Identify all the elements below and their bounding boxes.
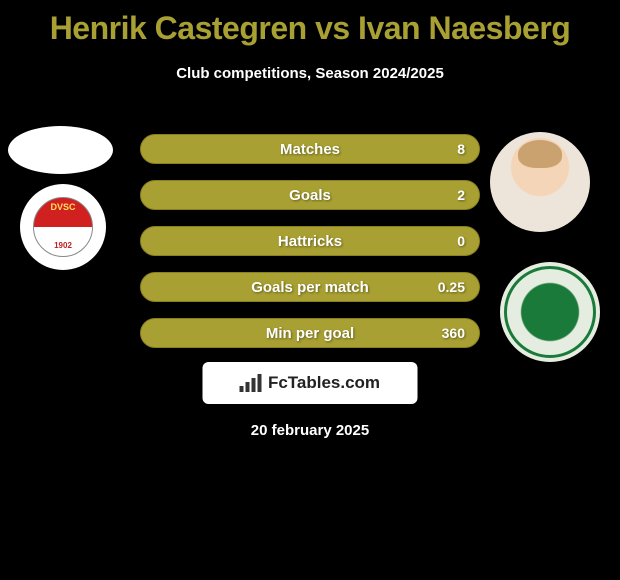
stat-row-goals-per-match: Goals per match 0.25: [140, 272, 480, 302]
stat-label: Goals per match: [141, 279, 479, 296]
club-left-year: 1902: [54, 241, 72, 250]
stat-right-value: 0.25: [438, 279, 465, 295]
stat-label: Goals: [141, 187, 479, 204]
player-left-avatar: [8, 126, 113, 174]
club-left-badge: DVSC 1902: [20, 184, 106, 270]
brand-label: FcTables.com: [268, 373, 380, 393]
player-right-avatar: [490, 132, 590, 232]
club-left-abbrev: DVSC: [50, 202, 75, 212]
stat-label: Hattricks: [141, 233, 479, 250]
stat-right-value: 8: [457, 141, 465, 157]
stat-row-hattricks: Hattricks 0: [140, 226, 480, 256]
stat-right-value: 2: [457, 187, 465, 203]
stat-label: Matches: [141, 141, 479, 158]
brand-box[interactable]: FcTables.com: [203, 362, 418, 404]
stat-row-min-per-goal: Min per goal 360: [140, 318, 480, 348]
page-subtitle: Club competitions, Season 2024/2025: [0, 65, 620, 82]
chart-bars-icon: [240, 374, 262, 392]
page-title: Henrik Castegren vs Ivan Naesberg: [0, 0, 620, 47]
stat-label: Min per goal: [141, 325, 479, 342]
stats-list: Matches 8 Goals 2 Hattricks 0 Goals per …: [140, 134, 480, 364]
club-right-badge: [500, 262, 600, 362]
club-left-crest: DVSC 1902: [33, 197, 93, 257]
player-comparison-card: Henrik Castegren vs Ivan Naesberg Club c…: [0, 0, 620, 580]
club-right-crest: [504, 266, 596, 358]
stat-row-goals: Goals 2: [140, 180, 480, 210]
comparison-date: 20 february 2025: [251, 422, 369, 439]
stat-right-value: 360: [442, 325, 465, 341]
stat-row-matches: Matches 8: [140, 134, 480, 164]
stat-right-value: 0: [457, 233, 465, 249]
